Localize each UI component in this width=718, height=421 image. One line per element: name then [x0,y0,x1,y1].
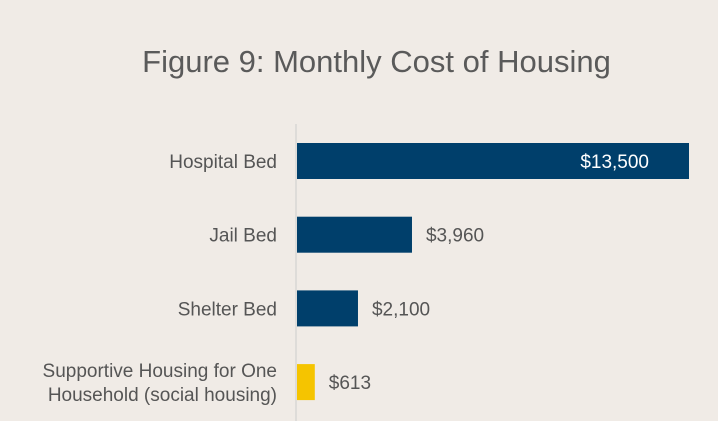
bar-1 [297,216,412,253]
bar-2 [297,290,358,327]
value-label: $13,500 [580,152,649,173]
value-label: $2,100 [372,299,430,320]
bar-3 [297,364,315,401]
category-label: Shelter Bed [178,299,277,320]
category-label: Supportive Housing for One Household (soc… [43,361,277,406]
value-label: $613 [329,373,371,394]
value-label: $3,960 [426,226,484,247]
bar-0 [297,143,689,179]
category-label: Jail Bed [209,226,277,247]
bars-group: Hospital Bed $13,500 Jail Bed $3,960 Shelter… [43,143,689,406]
chart-title: Figure 9: Monthly Cost of Housing [142,44,611,79]
category-label: Hospital Bed [169,152,277,173]
